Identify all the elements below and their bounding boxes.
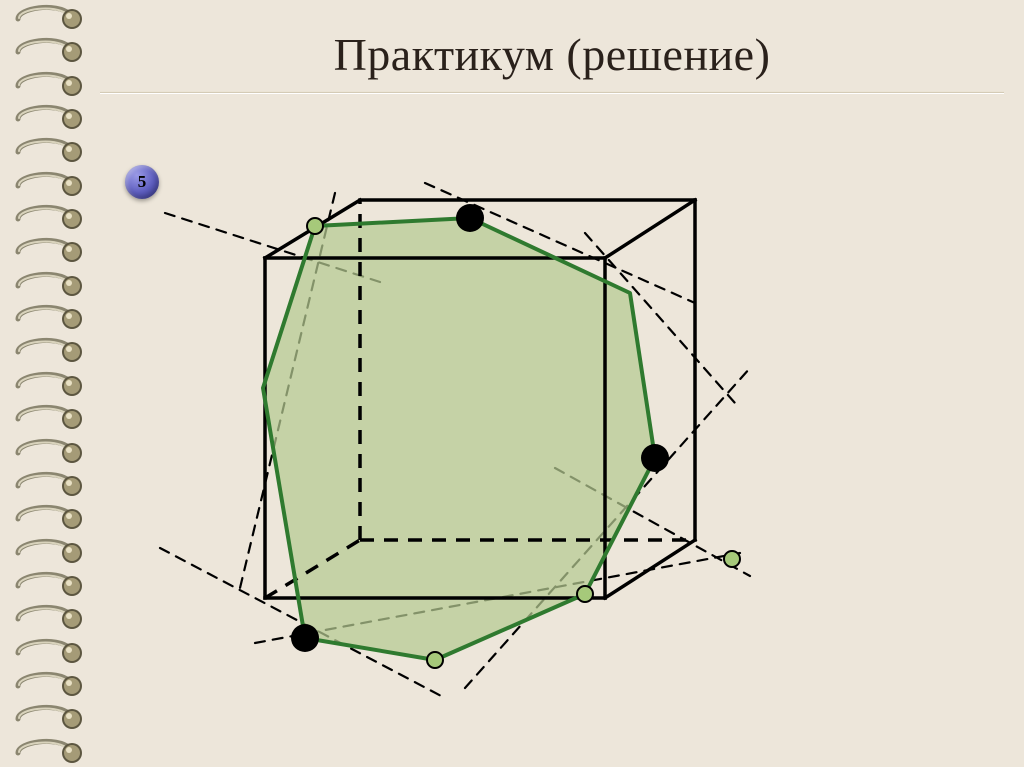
body-area: 5 bbox=[100, 103, 1004, 703]
diagram-svg bbox=[135, 158, 755, 708]
title-divider bbox=[100, 91, 1004, 93]
slide: Практикум (решение) 5 bbox=[0, 0, 1024, 767]
content-area: Практикум (решение) 5 bbox=[100, 0, 1004, 747]
spiral-binding bbox=[0, 0, 90, 767]
page-title: Практикум (решение) bbox=[100, 28, 1004, 81]
cube-section-diagram bbox=[135, 158, 755, 708]
